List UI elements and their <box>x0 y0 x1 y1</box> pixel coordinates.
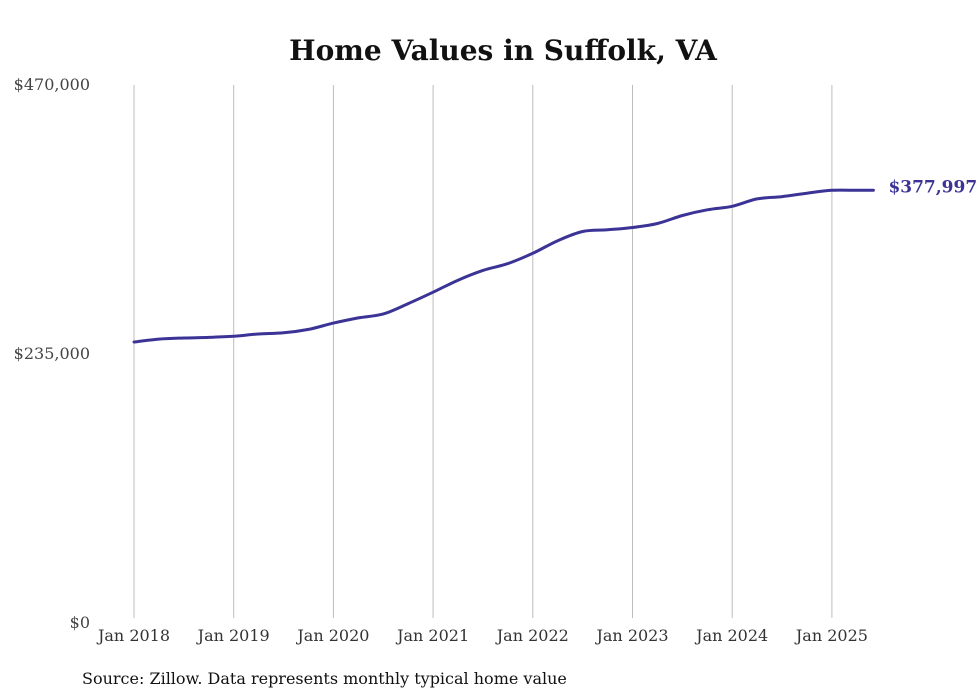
x-tick-label: Jan 2018 <box>96 626 170 645</box>
x-tick-label: Jan 2025 <box>794 626 868 645</box>
end-value-label: $377,997 <box>888 177 977 197</box>
y-axis-tick-labels: $0 $235,000 $470,000 <box>14 75 90 632</box>
y-tick-label: $470,000 <box>14 75 90 94</box>
y-tick-label: $0 <box>70 613 90 632</box>
y-tick-label: $235,000 <box>14 344 90 363</box>
x-tick-label: Jan 2023 <box>594 626 668 645</box>
x-tick-label: Jan 2019 <box>196 626 270 645</box>
x-tick-label: Jan 2022 <box>495 626 569 645</box>
x-tick-label: Jan 2024 <box>694 626 768 645</box>
chart-title: Home Values in Suffolk, VA <box>289 34 718 67</box>
source-note: Source: Zillow. Data represents monthly … <box>82 669 567 688</box>
x-tick-label: Jan 2021 <box>395 626 469 645</box>
series-line-home-value <box>132 188 875 344</box>
vertical-grid <box>133 85 833 618</box>
x-axis-tick-labels: Jan 2018 Jan 2019 Jan 2020 Jan 2021 Jan 2022… <box>96 626 868 645</box>
x-tick-label: Jan 2020 <box>295 626 369 645</box>
